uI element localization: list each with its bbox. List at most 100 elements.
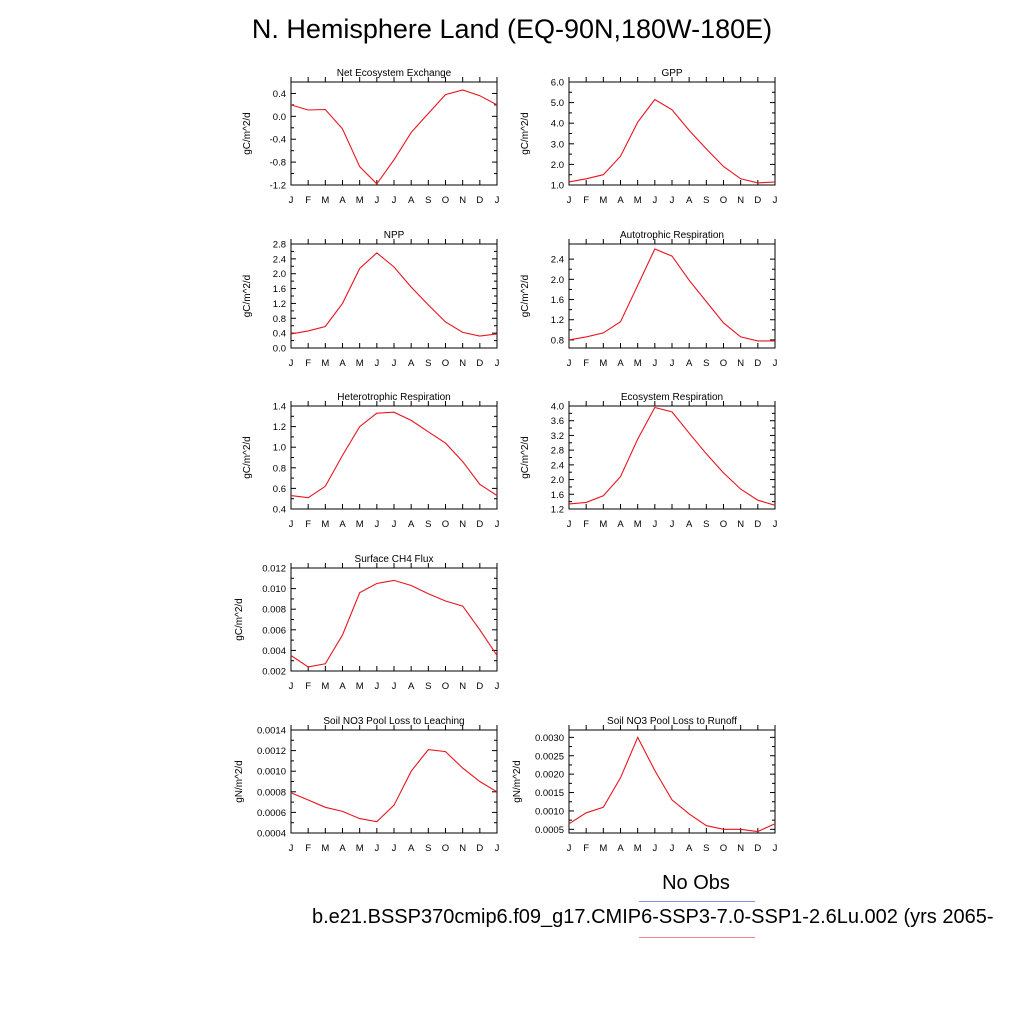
y-tick-label: 1.4 — [273, 402, 286, 413]
x-tick-label: M — [356, 681, 364, 692]
x-tick-label: J — [567, 519, 572, 530]
x-tick-label: J — [374, 681, 379, 692]
x-tick-label: M — [599, 519, 607, 530]
panel-title: Soil NO3 Pool Loss to Leaching — [323, 716, 464, 727]
y-tick-label: 1.0 — [273, 443, 286, 454]
panel-title: GPP — [661, 68, 682, 79]
x-tick-label: S — [425, 358, 431, 369]
series-line — [290, 89, 498, 185]
y-axis-label: gC/m^2/d — [242, 275, 253, 318]
x-tick-label: F — [305, 843, 311, 854]
x-tick-label: J — [289, 358, 294, 369]
y-tick-label: 0.0 — [273, 112, 286, 123]
series-line — [290, 252, 498, 337]
y-axis-label: gC/m^2/d — [520, 436, 531, 479]
y-tick-label: 0.0006 — [257, 808, 286, 819]
x-tick-label: J — [374, 843, 379, 854]
x-tick-label: J — [495, 358, 500, 369]
series-line — [290, 579, 498, 668]
x-tick-label: N — [459, 519, 466, 530]
panel-title: Net Ecosystem Exchange — [337, 68, 452, 79]
y-tick-label: 1.2 — [551, 315, 564, 326]
x-tick-label: A — [686, 195, 693, 206]
x-tick-label: M — [634, 195, 642, 206]
x-tick-label: J — [670, 519, 675, 530]
plot-frame — [568, 243, 776, 349]
x-tick-label: A — [339, 358, 346, 369]
y-tick-label: 2.8 — [273, 240, 286, 251]
x-tick-label: D — [476, 519, 483, 530]
x-tick-label: D — [476, 681, 483, 692]
series-line — [568, 98, 776, 184]
figure-title: N. Hemisphere Land (EQ-90N,180W-180E) — [251, 14, 773, 44]
y-axis-label: gC/m^2/d — [234, 598, 245, 641]
x-tick-label: A — [339, 681, 346, 692]
x-tick-label: S — [703, 358, 709, 369]
y-tick-label: 1.2 — [551, 505, 564, 516]
x-tick-label: O — [720, 843, 727, 854]
y-tick-label: 1.2 — [273, 422, 286, 433]
plot-frame — [290, 243, 498, 349]
plot-frame — [290, 567, 498, 672]
legend-run-line — [639, 937, 755, 938]
y-tick-label: 0.8 — [273, 463, 286, 474]
x-tick-label: M — [356, 843, 364, 854]
x-tick-label: N — [459, 681, 466, 692]
y-tick-label: 3.0 — [551, 139, 564, 150]
x-tick-label: A — [686, 843, 693, 854]
x-tick-label: N — [459, 843, 466, 854]
y-tick-label: 0.4 — [273, 329, 286, 340]
panel-title: Surface CH4 Flux — [355, 554, 434, 565]
y-axis-label: gC/m^2/d — [520, 275, 531, 318]
x-tick-label: J — [392, 843, 397, 854]
x-tick-label: M — [634, 358, 642, 369]
plot-frame — [290, 81, 498, 186]
y-tick-label: 2.0 — [551, 275, 564, 286]
panel-title: Soil NO3 Pool Loss to Runoff — [607, 716, 737, 727]
x-tick-label: F — [583, 843, 589, 854]
x-tick-label: F — [305, 358, 311, 369]
y-tick-label: 0.004 — [262, 646, 286, 657]
y-tick-label: 0.8 — [551, 335, 564, 346]
y-axis-label: gN/m^2/d — [512, 760, 523, 803]
plot-frame — [568, 81, 776, 186]
y-tick-label: 0.0010 — [257, 767, 286, 778]
x-tick-label: A — [408, 195, 415, 206]
legend-obs-line — [639, 901, 755, 902]
x-tick-label: A — [408, 358, 415, 369]
y-tick-label: -1.2 — [270, 181, 286, 192]
x-tick-label: A — [339, 195, 346, 206]
x-tick-label: O — [442, 681, 449, 692]
x-tick-label: N — [459, 195, 466, 206]
x-tick-label: J — [392, 195, 397, 206]
panel-1: Net Ecosystem Exchange gC/m^2/d -1.2 -0.8 -0… — [242, 68, 500, 206]
x-tick-label: A — [408, 681, 415, 692]
x-tick-label: J — [495, 681, 500, 692]
x-tick-label: D — [754, 195, 761, 206]
y-axis-label: gC/m^2/d — [520, 112, 531, 155]
y-tick-label: 5.0 — [551, 98, 564, 109]
x-tick-label: J — [652, 519, 657, 530]
y-tick-label: -0.8 — [270, 158, 286, 169]
x-tick-label: J — [392, 681, 397, 692]
x-tick-label: F — [305, 195, 311, 206]
x-tick-label: M — [321, 358, 329, 369]
y-tick-label: 2.0 — [273, 269, 286, 280]
plot-frame — [290, 405, 498, 510]
panel-9: Soil NO3 Pool Loss to Runoff gN/m^2/d 0.00… — [512, 716, 778, 854]
y-tick-label: 2.4 — [551, 255, 564, 266]
y-tick-label: 0.010 — [262, 584, 286, 595]
x-tick-label: O — [720, 519, 727, 530]
panel-title: NPP — [384, 230, 405, 241]
y-tick-label: 0.4 — [273, 505, 286, 516]
series-line — [568, 736, 776, 833]
x-tick-label: S — [425, 519, 431, 530]
x-tick-label: D — [754, 358, 761, 369]
x-tick-label: A — [617, 843, 624, 854]
x-tick-label: J — [670, 358, 675, 369]
x-tick-label: J — [567, 358, 572, 369]
x-tick-label: J — [392, 358, 397, 369]
y-tick-label: 2.0 — [551, 160, 564, 171]
x-tick-label: N — [737, 843, 744, 854]
y-axis-label: gC/m^2/d — [242, 436, 253, 479]
